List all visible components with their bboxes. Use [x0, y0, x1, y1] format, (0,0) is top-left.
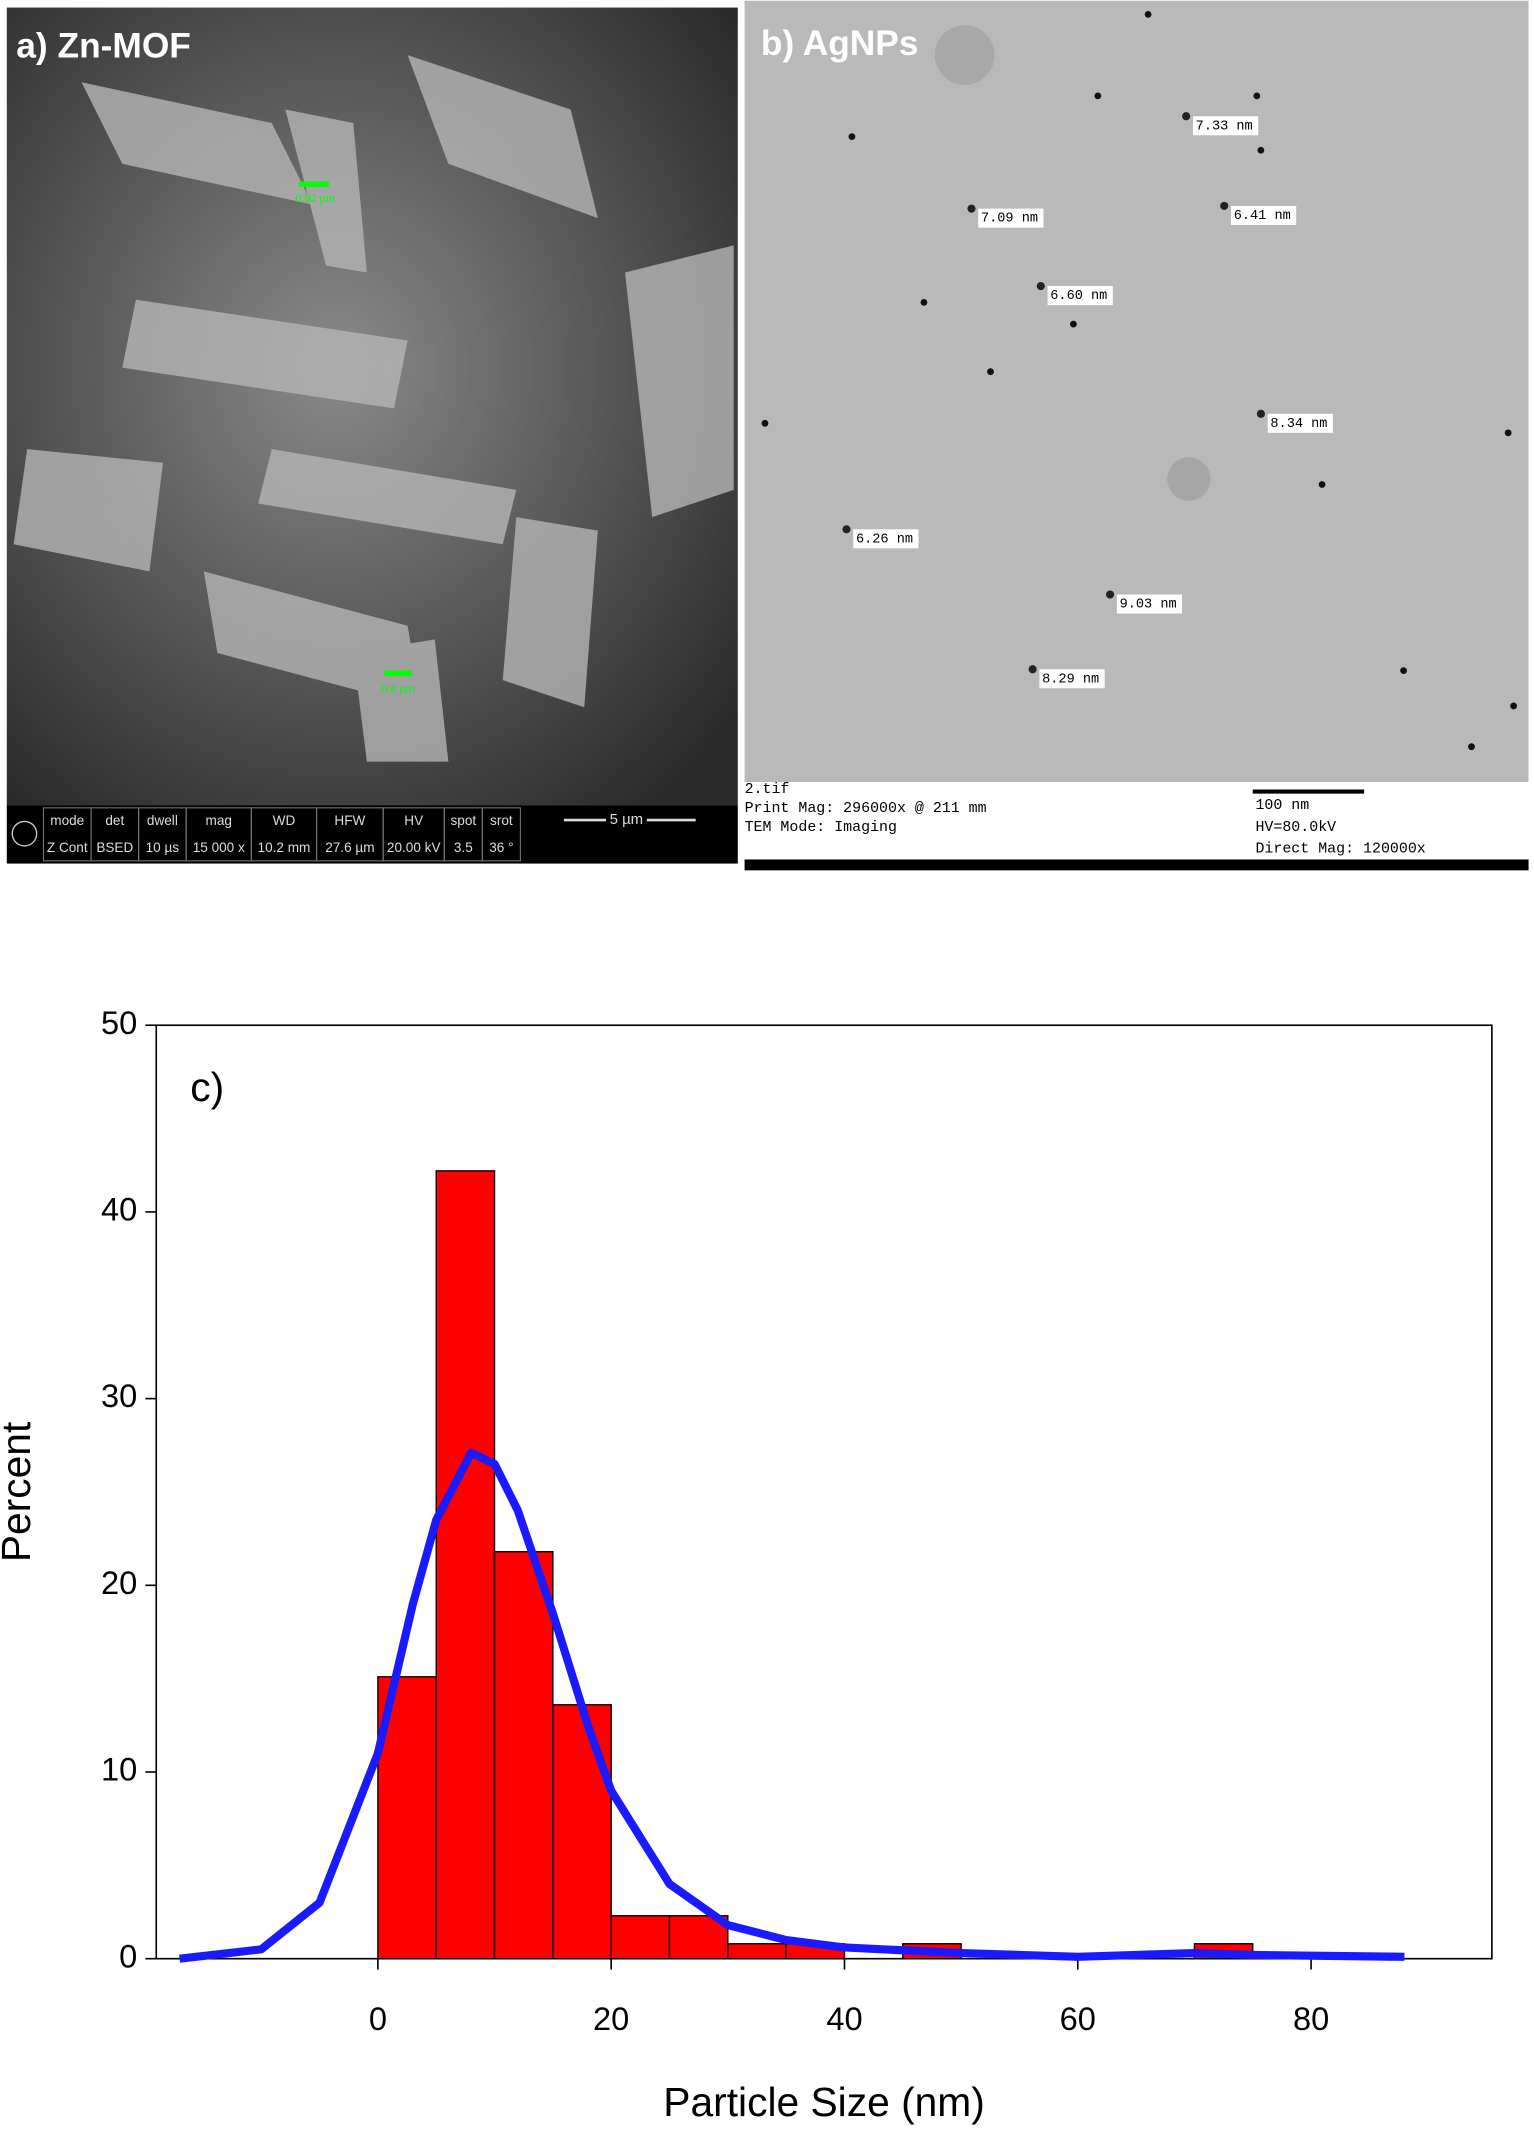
info-header: HV	[404, 813, 423, 828]
info-header: mag	[206, 813, 232, 828]
info-value: 36 °	[489, 840, 513, 855]
label-box	[978, 208, 1044, 228]
bar	[552, 1704, 612, 1960]
info-value: 10 µs	[146, 840, 180, 855]
y-tick-label: 20	[101, 1564, 137, 1601]
logo	[11, 820, 38, 847]
annotation: c)	[190, 1064, 224, 1110]
info-cell	[481, 807, 521, 862]
particle-marker	[1220, 201, 1229, 211]
info-header: srot	[490, 813, 513, 828]
info-value: 3.5	[454, 840, 473, 855]
tem-footer-bar	[744, 859, 1529, 871]
scale-label: 100 nm	[1255, 798, 1309, 814]
measure-label: 6.41 nm	[1234, 209, 1291, 224]
label-box	[1267, 413, 1333, 433]
info-header: spot	[450, 813, 476, 828]
particle	[1510, 702, 1518, 710]
label-box	[1192, 116, 1259, 136]
bar	[493, 1551, 554, 1960]
info-value: BSED	[96, 840, 133, 855]
panel-label: a) Zn-MOF	[16, 27, 191, 66]
x-tick-label: 0	[369, 2000, 387, 2037]
measure-label: 7.09 nm	[981, 212, 1038, 227]
label-box	[1047, 286, 1113, 306]
particle-marker	[1106, 590, 1115, 599]
particle	[1504, 429, 1512, 437]
info-header: dwell	[147, 813, 178, 828]
particle-marker	[1036, 282, 1045, 291]
panel-label: b) AgNPs	[761, 24, 919, 63]
particle	[987, 368, 994, 376]
footer-text: Direct Mag: 120000x	[1255, 842, 1425, 858]
footer-text: HV=80.0kV	[1255, 820, 1336, 836]
particle	[920, 299, 928, 306]
footer-text: 2.tif	[745, 782, 790, 798]
measure-label: 0.6 µm	[381, 684, 414, 696]
measure-label: 6.60 nm	[1050, 289, 1107, 304]
footer-text: TEM Mode: Imaging	[745, 820, 897, 836]
measure-label: 8.29 nm	[1042, 672, 1099, 687]
label-box	[1116, 594, 1183, 614]
scale-label: 5 µm	[610, 811, 644, 828]
particle	[1400, 667, 1407, 675]
particle-marker	[1182, 112, 1191, 121]
y-tick-label: 30	[101, 1377, 137, 1414]
info-value: 27.6 µm	[325, 840, 374, 855]
particle	[1257, 146, 1265, 154]
measure-label: 8.34 nm	[1270, 417, 1327, 432]
label-box	[1039, 669, 1105, 689]
blob	[1167, 457, 1211, 501]
particle-marker	[1256, 409, 1265, 418]
particle	[1318, 481, 1326, 488]
particle	[761, 419, 769, 427]
measure-label: 7.33 nm	[1196, 119, 1253, 134]
y-axis-label: Percent	[0, 1421, 39, 1562]
x-tick-label: 60	[1060, 2000, 1096, 2037]
y-tick-label: 10	[101, 1751, 137, 1788]
info-value: 20.00 kV	[387, 840, 441, 855]
info-header: WD	[273, 813, 296, 828]
measure-label: 9.03 nm	[1120, 598, 1177, 613]
info-value: 15 000 x	[193, 840, 245, 855]
particle-marker	[842, 525, 851, 534]
info-header: mode	[50, 813, 84, 828]
bar	[610, 1915, 671, 1960]
crystals	[13, 55, 734, 762]
info-value: Z Cont	[47, 840, 88, 855]
x-tick-label: 40	[826, 2000, 862, 2037]
info-header: det	[105, 813, 124, 828]
y-tick-label: 50	[101, 1004, 137, 1041]
footer-text: Print Mag: 296000x @ 211 mm	[745, 801, 987, 817]
measure-label: 0.92 µm	[295, 193, 334, 205]
label-box	[853, 529, 919, 549]
particle	[1094, 92, 1102, 100]
y-tick-label: 40	[101, 1191, 137, 1228]
measure-bar	[298, 181, 329, 187]
bar	[435, 1170, 496, 1960]
x-tick-label: 20	[593, 2000, 629, 2037]
x-axis-label: Particle Size (nm)	[663, 2079, 985, 2125]
particle	[1253, 92, 1261, 100]
tem-image	[744, 0, 1529, 783]
info-value: 10.2 mm	[258, 840, 311, 855]
fit-curve	[179, 1448, 1405, 1963]
x-tick-label: 80	[1293, 2000, 1329, 2037]
scale-bg	[605, 810, 647, 830]
info-header: HFW	[334, 813, 365, 828]
measure-bar	[384, 670, 412, 677]
particle-marker	[967, 204, 976, 213]
bar	[727, 1943, 787, 1960]
particle	[1468, 743, 1475, 751]
y-tick-label: 0	[119, 1937, 137, 1974]
particle-marker	[1028, 665, 1037, 674]
particle	[848, 133, 856, 141]
label-box	[1231, 205, 1297, 225]
particle	[1144, 10, 1152, 18]
particle	[1069, 320, 1077, 328]
measure-label: 6.26 nm	[856, 532, 913, 547]
blob	[934, 25, 995, 86]
